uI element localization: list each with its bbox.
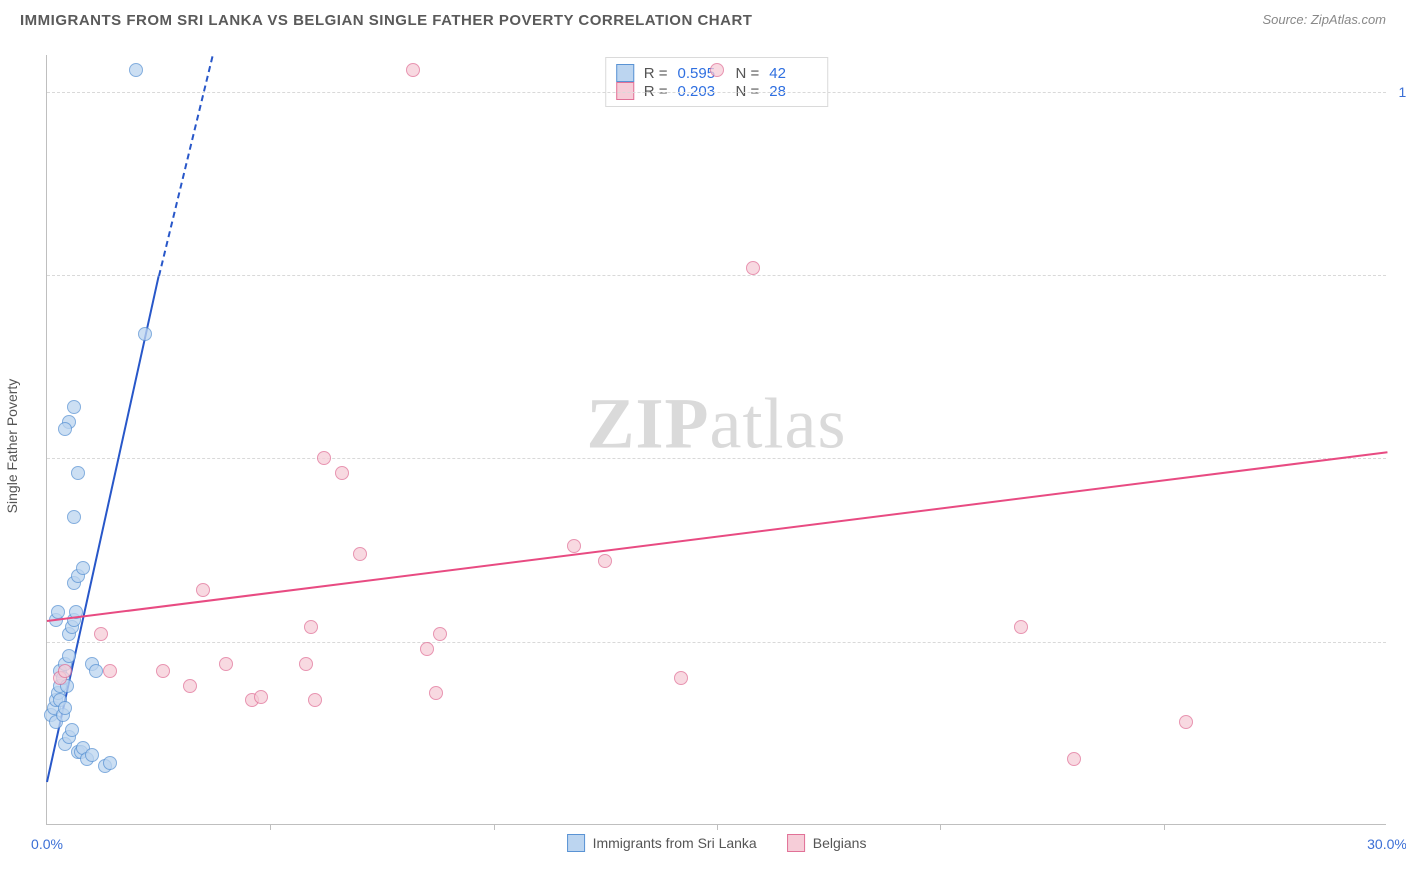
data-point (103, 756, 117, 770)
legend-swatch (616, 64, 634, 82)
y-axis-label: Single Father Poverty (4, 379, 20, 514)
data-point (58, 701, 72, 715)
trend-line (47, 451, 1387, 622)
legend-label: Immigrants from Sri Lanka (593, 835, 757, 851)
data-point (433, 627, 447, 641)
x-minor-tick (270, 824, 271, 830)
data-point (1179, 715, 1193, 729)
data-point (254, 690, 268, 704)
data-point (183, 679, 197, 693)
y-tick-label: 75.0% (1391, 267, 1406, 283)
data-point (335, 466, 349, 480)
page-title: IMMIGRANTS FROM SRI LANKA VS BELGIAN SIN… (20, 12, 752, 29)
data-point (67, 510, 81, 524)
data-point (58, 422, 72, 436)
data-point (308, 693, 322, 707)
legend-swatch (567, 834, 585, 852)
data-point (219, 657, 233, 671)
data-point (138, 327, 152, 341)
gridline-h (47, 642, 1386, 643)
x-minor-tick (940, 824, 941, 830)
data-point (598, 554, 612, 568)
data-point (1014, 620, 1028, 634)
y-tick-label: 50.0% (1391, 450, 1406, 466)
data-point (196, 583, 210, 597)
legend-label: Belgians (813, 835, 867, 851)
trend-line-dash (158, 56, 214, 276)
scatter-chart: ZIPatlas R =0.595N =42R =0.203N =28 Immi… (46, 55, 1386, 825)
data-point (156, 664, 170, 678)
data-point (1067, 752, 1081, 766)
gridline-h (47, 92, 1386, 93)
data-point (58, 664, 72, 678)
data-point (71, 466, 85, 480)
data-point (67, 400, 81, 414)
x-tick-label: 30.0% (1367, 836, 1406, 852)
data-point (62, 649, 76, 663)
x-tick-label: 0.0% (31, 836, 63, 852)
legend-item: Belgians (787, 834, 867, 852)
data-point (103, 664, 117, 678)
legend-swatch (787, 834, 805, 852)
data-point (129, 63, 143, 77)
data-point (76, 561, 90, 575)
legend-r-label: R = (644, 65, 668, 82)
data-point (429, 686, 443, 700)
y-tick-label: 25.0% (1391, 634, 1406, 650)
data-point (353, 547, 367, 561)
data-point (420, 642, 434, 656)
x-minor-tick (717, 824, 718, 830)
data-point (304, 620, 318, 634)
data-point (710, 63, 724, 77)
gridline-h (47, 458, 1386, 459)
source-label: Source: ZipAtlas.com (1262, 12, 1386, 27)
data-point (317, 451, 331, 465)
data-point (299, 657, 313, 671)
data-point (85, 748, 99, 762)
series-legend: Immigrants from Sri Lanka Belgians (567, 834, 867, 852)
data-point (65, 723, 79, 737)
watermark: ZIPatlas (587, 383, 847, 466)
y-tick-label: 100.0% (1391, 84, 1406, 100)
data-point (567, 539, 581, 553)
data-point (94, 627, 108, 641)
legend-item: Immigrants from Sri Lanka (567, 834, 757, 852)
gridline-h (47, 275, 1386, 276)
legend-n-label: N = (736, 65, 760, 82)
data-point (89, 664, 103, 678)
x-minor-tick (494, 824, 495, 830)
x-minor-tick (1164, 824, 1165, 830)
data-point (746, 261, 760, 275)
header: IMMIGRANTS FROM SRI LANKA VS BELGIAN SIN… (0, 0, 1406, 37)
data-point (674, 671, 688, 685)
legend-n-value: 42 (769, 65, 817, 82)
data-point (406, 63, 420, 77)
